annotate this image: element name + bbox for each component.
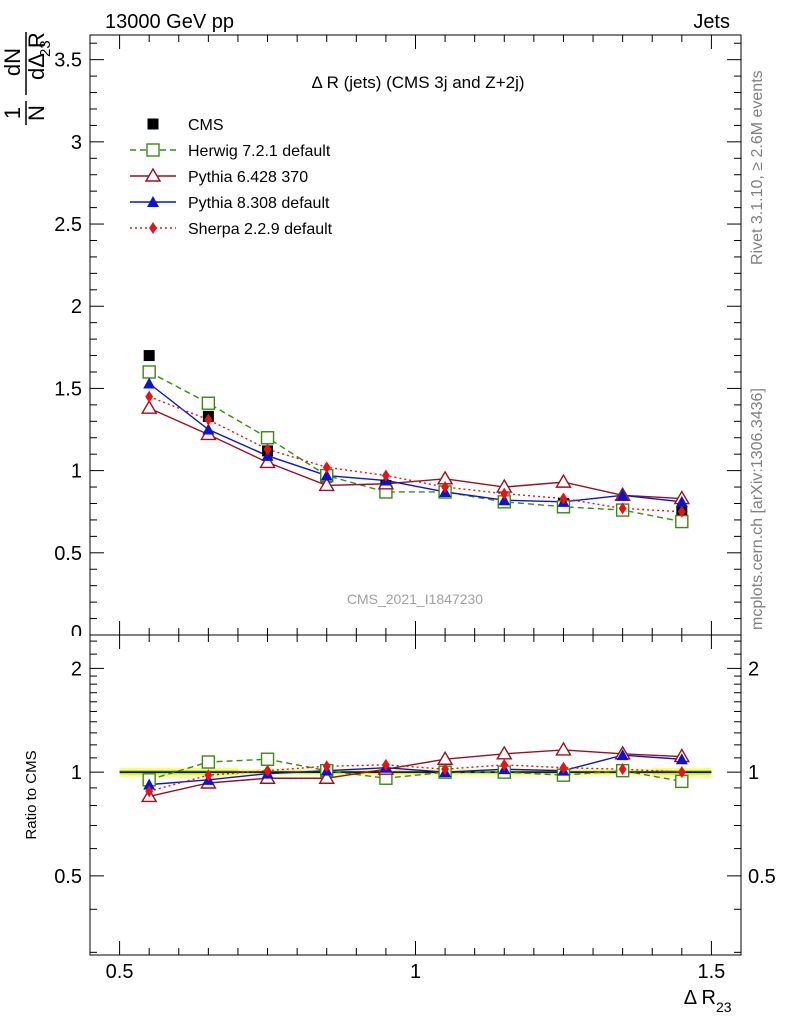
y-label-frac-num: dN <box>0 48 25 76</box>
axis-ticks: 0.5 1 1.5 0 0.5 1 1.5 2 2.5 3 3.5 0.5 0.5 1 1 2 2 <box>54 35 776 983</box>
y-tick-label: 0.5 <box>54 543 82 565</box>
legend-label: CMS <box>188 117 224 134</box>
ratio-tick-label: 2 <box>71 658 82 680</box>
marker-sherpa-2-2-9-default <box>322 461 331 474</box>
marker-sherpa-2-2-9-default-ratio <box>263 764 272 777</box>
y-tick-label: 1 <box>71 461 82 483</box>
legend-marker <box>147 118 159 130</box>
marker-pythia-6-428-370-ratio <box>555 741 572 756</box>
marker-cms <box>143 350 155 362</box>
ratio-tick-label-right: 2 <box>748 658 759 680</box>
series-lines <box>148 371 682 798</box>
series-line-main <box>148 407 682 500</box>
series-markers <box>140 350 691 803</box>
marker-herwig-7-2-1-default <box>260 431 275 445</box>
x-tick-label: 0.5 <box>106 961 134 983</box>
header-left-label: 13000 GeV pp <box>105 11 234 33</box>
marker-sherpa-2-2-9-default <box>145 390 154 403</box>
marker-sherpa-2-2-9-default-ratio <box>559 761 568 774</box>
marker-sherpa-2-2-9-default <box>382 469 390 482</box>
marker-herwig-7-2-1-default-ratio <box>201 755 216 769</box>
y-label-frac-den-sub: 23 <box>37 40 54 57</box>
marker-sherpa-2-2-9-default-ratio <box>441 763 449 776</box>
marker-sherpa-2-2-9-default-ratio <box>322 760 331 773</box>
marker-sherpa-2-2-9-default <box>204 413 213 426</box>
y-tick-label: 2.5 <box>54 214 82 236</box>
marker-pythia-8-308-default <box>616 489 629 501</box>
marker-sherpa-2-2-9-default <box>500 487 509 500</box>
y-tick-label: 0 <box>71 622 82 644</box>
marker-pythia-6-428-370 <box>318 477 335 492</box>
header-right-label: Jets <box>693 11 730 33</box>
marker-sherpa-2-2-9-default <box>677 505 686 518</box>
ratio-tick-label: 1 <box>71 762 82 784</box>
tick-label-mask <box>60 636 88 650</box>
legend-label: Herwig 7.2.1 default <box>188 143 331 160</box>
marker-pythia-6-428-370 <box>140 399 158 414</box>
marker-pythia-6-428-370 <box>259 454 276 469</box>
y-tick-label: 3 <box>71 132 82 154</box>
marker-pythia-8-308-default <box>320 469 333 481</box>
analysis-watermark: CMS_2021_I1847230 <box>347 591 483 607</box>
x-tick-label: 1.5 <box>698 961 726 983</box>
legend-marker <box>147 196 159 207</box>
legend-label: Pythia 6.428 370 <box>188 169 308 186</box>
legend-label: Pythia 8.308 default <box>188 195 330 212</box>
ratio-y-axis-label: Ratio to CMS <box>23 750 40 839</box>
rivet-version-label: Rivet 3.1.10, ≥ 2.6M events <box>749 70 766 265</box>
x-tick-label: 1 <box>410 961 421 983</box>
x-axis-label-sub: 23 <box>716 999 732 1015</box>
marker-pythia-8-308-default-ratio <box>616 749 629 761</box>
marker-sherpa-2-2-9-default-ratio <box>145 785 154 798</box>
series-line-main <box>148 395 682 513</box>
legend-marker <box>146 143 160 157</box>
chart-title: Δ R (jets) (CMS 3j and Z+2j) <box>311 73 524 92</box>
marker-pythia-8-308-default <box>261 449 274 461</box>
ratio-plot-frame <box>89 634 742 956</box>
marker-pythia-6-428-370-ratio <box>318 769 335 784</box>
marker-sherpa-2-2-9-default-ratio <box>618 763 627 776</box>
marker-pythia-8-308-default <box>143 377 156 389</box>
y-label-frac-den: dΔ R <box>24 32 49 80</box>
ratio-tick-label-right: 0.5 <box>748 866 776 888</box>
marker-sherpa-2-2-9-default-ratio <box>500 758 509 771</box>
y-label-num: 1 <box>0 107 25 119</box>
marker-sherpa-2-2-9-default-ratio <box>677 766 686 779</box>
marker-herwig-7-2-1-default-ratio <box>260 752 275 766</box>
y-tick-label: 3.5 <box>54 50 82 72</box>
marker-sherpa-2-2-9-default <box>263 443 272 456</box>
marker-pythia-8-308-default <box>202 423 215 435</box>
legend-marker <box>144 167 162 182</box>
legend-marker <box>149 222 157 234</box>
marker-pythia-6-428-370 <box>555 473 572 488</box>
series-line-ratio <box>149 749 682 798</box>
marker-pythia-8-308-default-ratio <box>143 778 156 790</box>
marker-sherpa-2-2-9-default <box>441 481 449 494</box>
ratio-tick-label-right: 1 <box>748 762 759 784</box>
series-line-ratio <box>148 758 682 783</box>
legend-label: Sherpa 2.2.9 default <box>188 221 333 238</box>
marker-herwig-7-2-1-default <box>142 365 156 379</box>
x-axis-label: Δ R <box>684 987 716 1009</box>
marker-herwig-7-2-1-default <box>201 396 216 410</box>
series-line-ratio <box>149 754 682 786</box>
marker-sherpa-2-2-9-default <box>559 492 568 505</box>
y-label-den: N <box>24 105 49 121</box>
marker-pythia-8-308-default-ratio <box>675 753 688 765</box>
y-tick-label: 1.5 <box>54 378 82 400</box>
marker-sherpa-2-2-9-default <box>618 502 627 515</box>
mcplots-label: mcplots.cern.ch [arXiv:1306.3436] <box>749 388 766 630</box>
main-y-axis-label: 1 N dN dΔ R 23 <box>0 32 54 125</box>
marker-pythia-8-308-default <box>675 495 688 507</box>
series-line-main <box>148 382 682 503</box>
series-line-ratio <box>148 764 682 792</box>
marker-sherpa-2-2-9-default-ratio <box>204 769 213 782</box>
marker-sherpa-2-2-9-default-ratio <box>382 758 390 771</box>
marker-pythia-8-308-default <box>498 494 511 506</box>
series-line-main <box>148 371 682 523</box>
y-tick-label: 2 <box>71 296 82 318</box>
ratio-tick-label: 0.5 <box>54 866 82 888</box>
legend: CMS Herwig 7.2.1 default Pythia 6.428 370 P… <box>130 117 333 238</box>
